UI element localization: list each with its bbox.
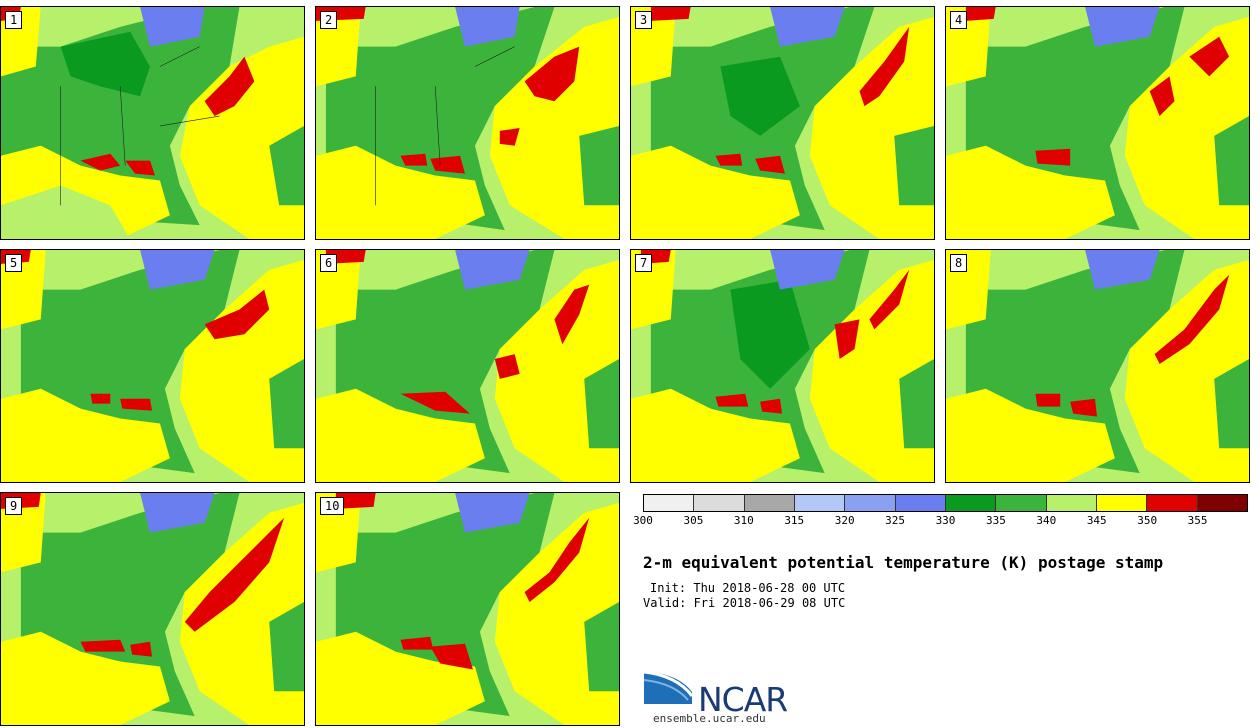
colorbar-segment	[1197, 495, 1247, 511]
member-label: 9	[5, 497, 23, 515]
colorbar-tick-label: 330	[935, 514, 956, 527]
map-7	[631, 250, 934, 482]
member-label: 3	[635, 11, 653, 29]
colorbar-ticks: 300 305 310 315 320 325 330 335 340 345 350 355	[633, 514, 1248, 528]
stamp-panel-3: 3	[630, 6, 935, 240]
colorbar-segment	[845, 495, 896, 511]
init-time: Init: Thu 2018-06-28 00 UTC	[650, 581, 846, 595]
colorbar-tick-label: 320	[834, 514, 855, 527]
colorbar-segment	[644, 495, 695, 511]
colorbar-tick-label: 355	[1187, 514, 1208, 527]
colorbar-tick-label: 310	[733, 514, 754, 527]
colorbar-tick-label: 300	[633, 514, 653, 527]
colorbar-segment	[744, 495, 795, 511]
map-4	[946, 7, 1249, 239]
colorbar-segment	[895, 495, 946, 511]
colorbar-tick-label: 325	[885, 514, 906, 527]
colorbar-tick-label: 305	[683, 514, 704, 527]
map-10	[316, 493, 619, 725]
member-label: 5	[5, 254, 23, 272]
stamp-panel-10: 10	[315, 492, 620, 726]
member-label: 6	[320, 254, 338, 272]
colorbar-tick-label: 345	[1086, 514, 1107, 527]
colorbar-tick-label: 315	[784, 514, 805, 527]
stamp-panel-7: 7	[630, 249, 935, 483]
colorbar-segment	[945, 495, 997, 511]
member-label: 10	[320, 497, 345, 515]
map-2	[316, 7, 619, 239]
member-label: 2	[320, 11, 338, 29]
colorbar-segment	[1096, 495, 1148, 511]
colorbar-tick-label: 340	[1036, 514, 1057, 527]
stamp-panel-2: 2	[315, 6, 620, 240]
colorbar	[643, 494, 1248, 512]
colorbar-segment	[1046, 495, 1097, 511]
colorbar-tick-label: 350	[1137, 514, 1158, 527]
colorbar-segment	[996, 495, 1047, 511]
map-8	[946, 250, 1249, 482]
logo-url: ensemble.ucar.edu	[653, 712, 766, 725]
stamp-panel-5: 5	[0, 249, 305, 483]
colorbar-segment	[794, 495, 846, 511]
stamp-panel-4: 4	[945, 6, 1250, 240]
stamp-panel-8: 8	[945, 249, 1250, 483]
map-1	[1, 7, 304, 239]
map-5	[1, 250, 304, 482]
member-label: 4	[950, 11, 968, 29]
member-label: 8	[950, 254, 968, 272]
stamp-panel-9: 9	[0, 492, 305, 726]
stamp-panel-6: 6	[315, 249, 620, 483]
ncar-logo-icon	[643, 670, 694, 704]
colorbar-tick-label: 335	[985, 514, 1006, 527]
map-3	[631, 7, 934, 239]
member-label: 7	[635, 254, 653, 272]
stamp-panel-1: 1	[0, 6, 305, 240]
ncar-logo-text: NCAR	[698, 680, 788, 719]
colorbar-segment	[694, 495, 745, 511]
colorbar-segment	[1147, 495, 1198, 511]
map-6	[316, 250, 619, 482]
plot-title: 2-m equivalent potential temperature (K)…	[643, 553, 1164, 572]
valid-time: Valid: Fri 2018-06-29 08 UTC	[643, 596, 846, 610]
map-9	[1, 493, 304, 725]
member-label: 1	[5, 11, 23, 29]
